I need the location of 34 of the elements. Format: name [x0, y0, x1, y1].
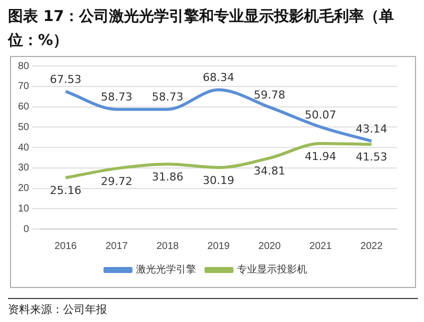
chart-title: 图表 17：公司激光光学引擎和专业显示投影机毛利率（单位：%）: [8, 6, 396, 51]
y-tick-label: 10: [18, 203, 30, 214]
x-tick-label: 2022: [360, 240, 384, 252]
text: 资料来源：公司年报: [8, 298, 418, 317]
x-tick-label: 2019: [207, 240, 230, 252]
data-label: 58.73: [100, 90, 132, 104]
data-label: 59.78: [254, 88, 286, 102]
data-label: 41.94: [304, 150, 336, 163]
x-tick-label: 2020: [258, 240, 282, 252]
y-tick-label: 80: [18, 60, 30, 72]
y-tick-label: 30: [18, 162, 30, 174]
data-label: 58.73: [152, 90, 184, 104]
data-label: 25.16: [50, 184, 82, 198]
y-tick-label: 40: [18, 142, 30, 154]
x-tick-label: 2017: [105, 240, 128, 252]
y-tick-label: 20: [18, 183, 30, 194]
y-tick-label: 50: [18, 122, 30, 133]
y-tick-label: 70: [18, 81, 30, 92]
data-label: 29.72: [100, 174, 132, 188]
data-label: 30.19: [202, 174, 234, 187]
x-tick-label: 2016: [54, 240, 78, 252]
legend-label: 激光光学引擎: [136, 264, 196, 276]
data-label: 43.14: [356, 122, 388, 136]
y-tick-label: 0: [24, 224, 30, 235]
x-tick-label: 2018: [156, 240, 180, 252]
data-label: 67.53: [50, 72, 82, 86]
y-tick-label: 60: [18, 102, 30, 112]
data-label: 50.07: [304, 108, 336, 122]
data-label: 31.86: [152, 170, 184, 184]
legend-label: 专业显示投影机: [237, 264, 307, 276]
data-label: 34.81: [254, 164, 286, 178]
data-label: 41.53: [356, 150, 388, 164]
x-tick-label: 2021: [309, 240, 332, 252]
data-label: 68.34: [202, 71, 234, 84]
